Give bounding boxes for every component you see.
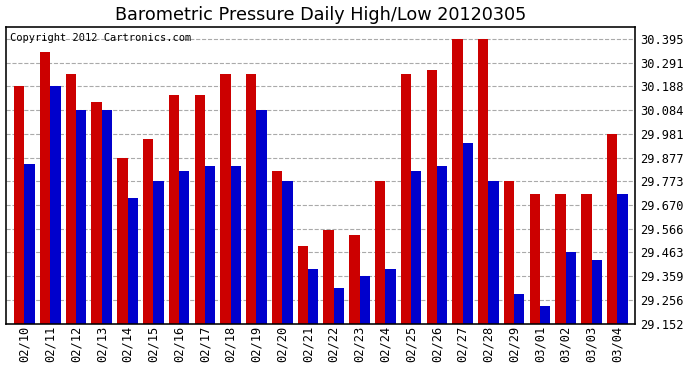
Bar bbox=[117, 158, 128, 324]
Bar bbox=[478, 39, 489, 324]
Bar bbox=[349, 235, 359, 324]
Bar bbox=[411, 171, 422, 324]
Bar bbox=[76, 110, 86, 324]
Bar bbox=[426, 70, 437, 324]
Bar bbox=[153, 181, 164, 324]
Bar bbox=[555, 194, 566, 324]
Bar bbox=[24, 164, 34, 324]
Bar bbox=[195, 95, 205, 324]
Bar bbox=[230, 166, 241, 324]
Bar bbox=[385, 269, 395, 324]
Text: Copyright 2012 Cartronics.com: Copyright 2012 Cartronics.com bbox=[10, 33, 190, 43]
Bar bbox=[14, 86, 24, 324]
Bar bbox=[607, 134, 618, 324]
Bar bbox=[618, 194, 628, 324]
Bar bbox=[489, 181, 499, 324]
Bar bbox=[359, 276, 370, 324]
Bar bbox=[453, 39, 462, 324]
Bar bbox=[50, 86, 61, 324]
Bar bbox=[504, 181, 514, 324]
Bar bbox=[282, 181, 293, 324]
Bar bbox=[581, 194, 591, 324]
Bar bbox=[257, 110, 267, 324]
Bar bbox=[308, 269, 318, 324]
Bar bbox=[462, 143, 473, 324]
Bar bbox=[540, 306, 550, 324]
Bar bbox=[101, 110, 112, 324]
Bar bbox=[591, 260, 602, 324]
Bar bbox=[514, 294, 524, 324]
Bar bbox=[334, 287, 344, 324]
Bar bbox=[246, 74, 257, 324]
Bar bbox=[566, 252, 576, 324]
Bar bbox=[66, 74, 76, 324]
Bar bbox=[375, 181, 385, 324]
Bar bbox=[220, 74, 230, 324]
Bar bbox=[401, 74, 411, 324]
Bar bbox=[40, 52, 50, 324]
Bar bbox=[324, 230, 334, 324]
Bar bbox=[437, 166, 447, 324]
Bar bbox=[530, 194, 540, 324]
Title: Barometric Pressure Daily High/Low 20120305: Barometric Pressure Daily High/Low 20120… bbox=[115, 6, 526, 24]
Bar bbox=[128, 198, 138, 324]
Bar bbox=[205, 166, 215, 324]
Bar bbox=[92, 102, 101, 324]
Bar bbox=[179, 171, 189, 324]
Bar bbox=[272, 171, 282, 324]
Bar bbox=[143, 139, 153, 324]
Bar bbox=[297, 246, 308, 324]
Bar bbox=[169, 95, 179, 324]
